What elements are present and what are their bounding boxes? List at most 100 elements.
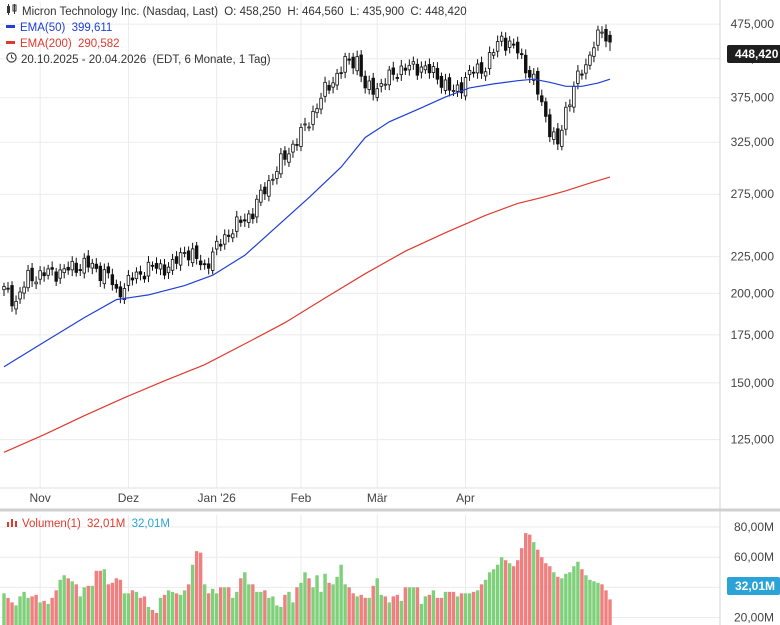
volume-bar [451, 591, 456, 625]
candle-body [42, 272, 46, 277]
volume-bar [10, 602, 14, 625]
volume-bar [339, 564, 343, 625]
volume-bar [54, 590, 58, 625]
candle-body [22, 286, 26, 294]
candle-body [38, 270, 42, 280]
volume-bar [271, 596, 275, 625]
candle-body [62, 268, 66, 274]
ema200-value: 290,582 [77, 38, 120, 50]
volume-bar [287, 591, 291, 625]
candle-body [210, 251, 215, 271]
candle-body [463, 77, 468, 97]
candle-body [271, 178, 275, 181]
price-tick-label: 325,000 [731, 135, 775, 149]
volume-bar [331, 584, 335, 625]
candle-body [10, 285, 14, 307]
volume-bar [134, 591, 139, 625]
legend-volume[interactable]: Volumen(1) 32,01M 32,01M [6, 516, 170, 532]
volume-bar [319, 591, 323, 625]
candle-body [383, 83, 387, 86]
volume-bar [182, 590, 187, 625]
volume-bar [227, 587, 231, 625]
volume-bar [30, 596, 34, 625]
candle-body [138, 271, 143, 275]
volume-bar [247, 584, 251, 625]
volume-bar [194, 551, 199, 625]
candle-body [106, 266, 111, 274]
time-tick-label: Apr [456, 491, 475, 505]
candle-body [363, 75, 367, 89]
legend-ema200[interactable]: EMA(200) 290,582 [6, 36, 120, 52]
volume-bar [303, 572, 307, 625]
legend-ema50[interactable]: EMA(50) 399,611 [6, 20, 112, 36]
candle-body [58, 269, 62, 279]
candle-body [166, 266, 171, 274]
volume-bar [576, 561, 580, 625]
candle-body [162, 264, 167, 276]
volume-bar [524, 533, 528, 625]
candle-body [584, 64, 588, 74]
volume-bar [198, 552, 203, 625]
candle-body [596, 29, 600, 46]
volume-bar [359, 594, 363, 625]
candle-body [339, 72, 343, 75]
volume-bar [604, 590, 608, 625]
candle-body [263, 186, 267, 195]
time-tick-label: Nov [29, 491, 50, 505]
candle-body [255, 198, 259, 218]
volume-bar [239, 578, 243, 625]
ema50-line [3, 78, 611, 368]
candle-body [94, 263, 99, 269]
candle-body [427, 64, 432, 74]
price-tick-label: 175,000 [731, 328, 775, 342]
volume-bar [375, 578, 379, 625]
volume-bar [295, 587, 299, 625]
candle-body [46, 268, 50, 276]
candle-body [198, 260, 203, 266]
close-value: C: 448,420 [410, 6, 467, 19]
candle-body [194, 245, 199, 259]
candle-body [291, 143, 295, 153]
ema50-value: 399,611 [71, 22, 113, 34]
candle-body [315, 108, 319, 114]
candle-body [186, 250, 191, 261]
candle-body [415, 63, 420, 76]
time-tick-label: Dez [118, 491, 139, 505]
candle-body [560, 129, 564, 147]
candle-body [576, 70, 580, 84]
candle-body [391, 67, 395, 75]
volume-bar [475, 590, 480, 625]
candle-body [215, 240, 219, 250]
ema200-swatch [6, 41, 15, 45]
candle-body [564, 106, 568, 130]
candle-body [202, 263, 207, 266]
candle-body [423, 65, 428, 71]
candle-body [259, 189, 263, 203]
candle-body [275, 171, 279, 179]
volume-bar [463, 593, 468, 625]
volume-bar [86, 585, 90, 625]
volume-bar [520, 548, 524, 625]
candle-body [487, 52, 492, 70]
candle-body [114, 284, 119, 289]
candle-body [568, 104, 572, 108]
volume-bar [50, 597, 54, 625]
volume-bar [315, 575, 319, 625]
volume-bar [219, 587, 223, 625]
volume-bar [532, 542, 536, 625]
volume-bar [435, 597, 440, 625]
volume-bar [552, 572, 556, 625]
price-tick-label: 125,000 [731, 433, 775, 447]
candle-body [98, 265, 103, 282]
candle-body [395, 77, 399, 79]
candle-body [130, 277, 135, 281]
date-range-detail: (EDT, 6 Monate, 1 Tag) [152, 54, 271, 67]
candle-body [419, 66, 424, 73]
volume-bar [70, 581, 74, 625]
candle-body [142, 275, 147, 280]
volume-bar [355, 596, 359, 625]
volume-value-blue: 32,01M [131, 518, 170, 531]
volume-bar [122, 593, 127, 625]
volume-bar [231, 597, 235, 625]
volume-bar [215, 593, 219, 625]
